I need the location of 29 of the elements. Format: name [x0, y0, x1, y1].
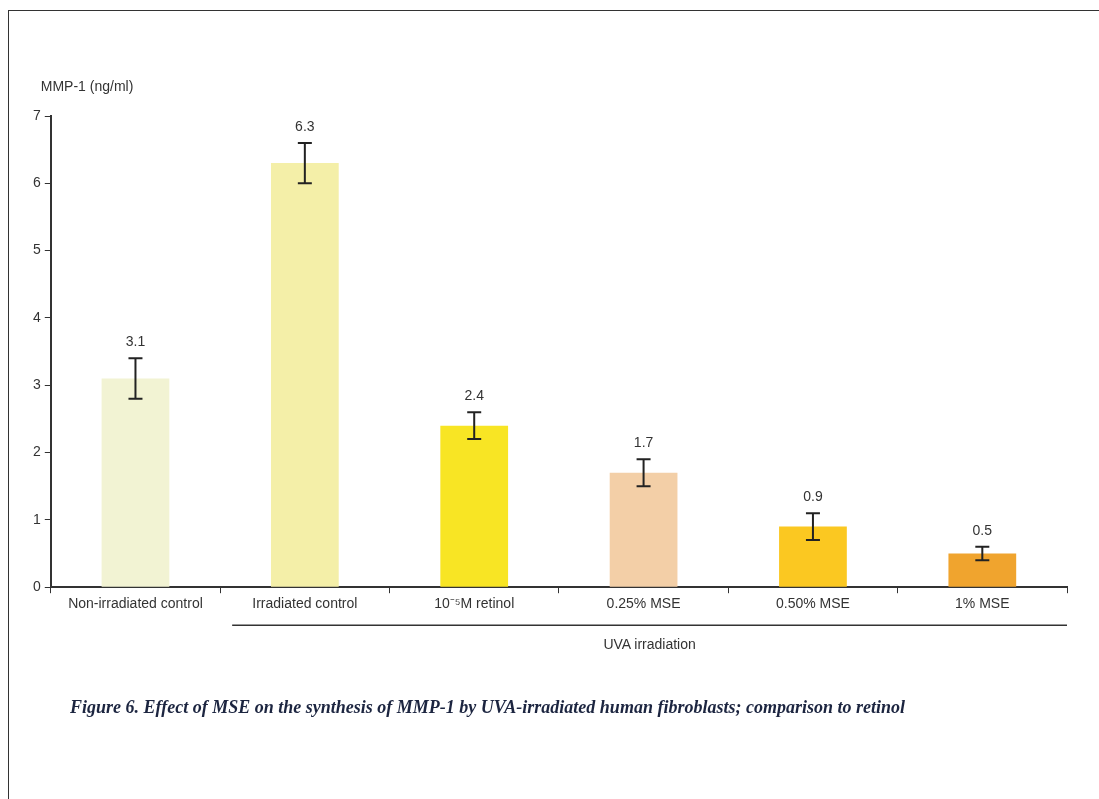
bar	[270, 163, 339, 587]
y-tick-label: 1	[32, 510, 41, 527]
x-tick-label: Irradiated control	[252, 595, 358, 612]
x-tick-label: 1% MSE	[955, 595, 1010, 612]
bar	[101, 378, 170, 587]
caption: Figure 6. Effect of MSE on the synthesis of MMP-1 by UVA-irradiated human fibroblasts; comparison to retinol	[70, 696, 906, 719]
y-tick-label: 4	[32, 308, 41, 325]
data-label: 3.1	[125, 333, 146, 350]
y-axis-title: MMP-1 (ng/ml)	[40, 78, 134, 94]
bar	[948, 553, 1017, 587]
y-tick-label: 0	[32, 578, 41, 595]
bar	[609, 472, 678, 587]
data-label: 2.4	[464, 387, 485, 404]
data-label: 1.7	[633, 434, 654, 451]
x-tick-label: 0.50% MSE	[775, 595, 850, 612]
bar	[779, 526, 847, 587]
x-tick-label: 0.25% MSE	[606, 595, 681, 612]
y-tick-label: 2	[32, 443, 41, 460]
x-tick-label: Non-irradiated control	[68, 595, 203, 612]
data-label: 0.5	[972, 521, 993, 538]
data-label: 0.9	[803, 488, 823, 505]
y-tick-label: 6	[32, 174, 41, 191]
y-tick-label: 5	[32, 241, 41, 258]
data-label: 6.3	[295, 117, 315, 134]
x-tick-label: 10⁻⁵M retinol	[434, 595, 515, 612]
bar	[440, 425, 509, 587]
y-tick-label: 3	[32, 376, 41, 393]
text: UVA irradiation	[603, 636, 696, 653]
y-tick-label: 7	[32, 106, 41, 123]
